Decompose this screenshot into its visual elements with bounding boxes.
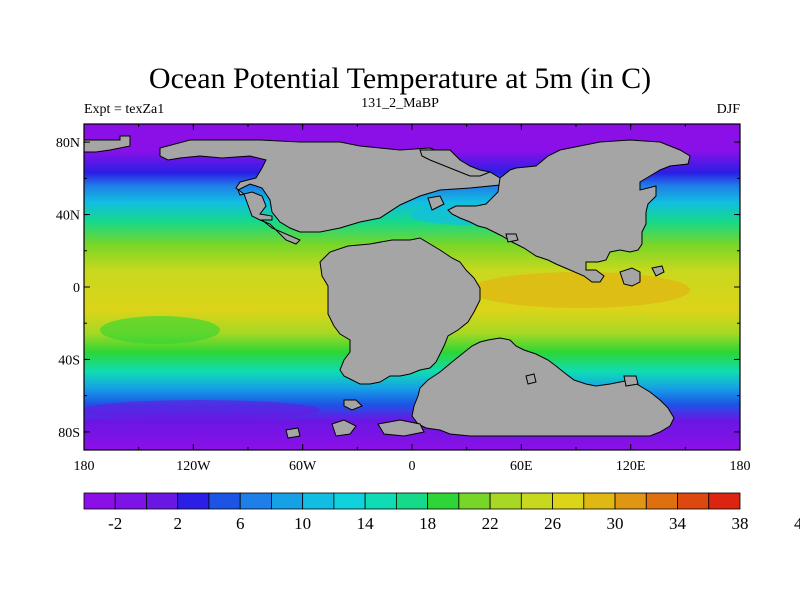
antarctic-fragment-d xyxy=(343,399,363,411)
cool-tongue xyxy=(100,316,220,344)
south-island-b xyxy=(623,375,639,387)
antarctic-fragment-b xyxy=(377,419,425,437)
colorbar-swatch xyxy=(458,492,491,510)
europe-island-b xyxy=(505,233,519,243)
lat-label: 0 xyxy=(73,281,80,296)
season-label: DJF xyxy=(716,102,740,117)
colorbar-swatch xyxy=(333,492,366,510)
colorbar-swatch xyxy=(427,492,460,510)
colorbar-swatch xyxy=(271,492,304,510)
colorbar-label: 34 xyxy=(669,514,687,533)
colorbar-label: 42 xyxy=(794,514,800,533)
colorbar-swatch xyxy=(614,492,647,510)
colorbar-swatch xyxy=(489,492,522,510)
colorbar: -226101418222630343842 xyxy=(83,492,800,533)
lon-label: 0 xyxy=(409,459,416,474)
lat-label: 40S xyxy=(58,353,80,368)
lon-label: 120W xyxy=(176,459,211,474)
continents xyxy=(84,135,691,439)
warm-pool xyxy=(470,272,690,308)
experiment-label: Expt = texZa1 xyxy=(84,102,165,117)
colorbar-label: 30 xyxy=(607,514,624,533)
longitude-axis: 180 120W 60W 0 60E 120E 180 xyxy=(74,124,751,474)
lon-label: 60E xyxy=(510,459,533,474)
colorbar-swatch xyxy=(177,492,210,510)
lat-label: 40N xyxy=(56,209,80,224)
antarctic-fragment-c xyxy=(285,427,301,439)
colorbar-label: 2 xyxy=(173,514,182,533)
colorbar-label: 6 xyxy=(236,514,245,533)
colorbar-swatch xyxy=(208,492,241,510)
map-plot-area xyxy=(84,124,740,450)
colorbar-swatch xyxy=(364,492,397,510)
south-island xyxy=(525,373,537,385)
lon-label: 180 xyxy=(730,459,751,474)
colorbar-label: 10 xyxy=(294,514,311,533)
colorbar-label: 18 xyxy=(419,514,436,533)
colorbar-swatch xyxy=(302,492,335,510)
lat-label: 80N xyxy=(56,136,80,151)
colorbar-swatch xyxy=(520,492,553,510)
colorbar-swatch xyxy=(395,492,429,510)
lat-label: 80S xyxy=(58,426,80,441)
colorbar-label: 38 xyxy=(732,514,749,533)
arctic-land xyxy=(84,135,131,153)
colorbar-swatch xyxy=(677,492,710,510)
colorbar-label: 14 xyxy=(357,514,375,533)
lon-label: 120E xyxy=(616,459,646,474)
east-island-b xyxy=(651,265,665,277)
colorbar-swatch xyxy=(645,492,678,510)
colorbar-label: 26 xyxy=(544,514,561,533)
colorbar-swatch xyxy=(83,492,116,510)
colorbar-swatch xyxy=(239,492,272,510)
latitude-axis: 80N 40N 0 40S 80S xyxy=(56,136,740,441)
gondwana-west-land xyxy=(319,237,481,385)
south-cold-band xyxy=(84,400,320,420)
europe-island-a xyxy=(427,195,445,211)
map-title: Ocean Potential Temperature at 5m (in C) xyxy=(148,62,652,95)
lon-label: 180 xyxy=(74,459,95,474)
east-island-a xyxy=(619,267,641,287)
colorbar-swatch xyxy=(146,492,179,510)
colorbar-label: 22 xyxy=(482,514,499,533)
colorbar-swatch xyxy=(583,492,616,510)
colorbar-swatch xyxy=(114,492,147,510)
period-label: 131_2_MaBP xyxy=(361,96,439,111)
colorbar-swatch xyxy=(708,492,741,510)
antarctic-fragment-a xyxy=(331,419,357,437)
north-europe-land xyxy=(419,149,492,177)
lon-label: 60W xyxy=(289,459,317,474)
colorbar-label: -2 xyxy=(108,514,122,533)
colorbar-swatch xyxy=(552,492,585,510)
eurasia-land xyxy=(447,139,691,283)
